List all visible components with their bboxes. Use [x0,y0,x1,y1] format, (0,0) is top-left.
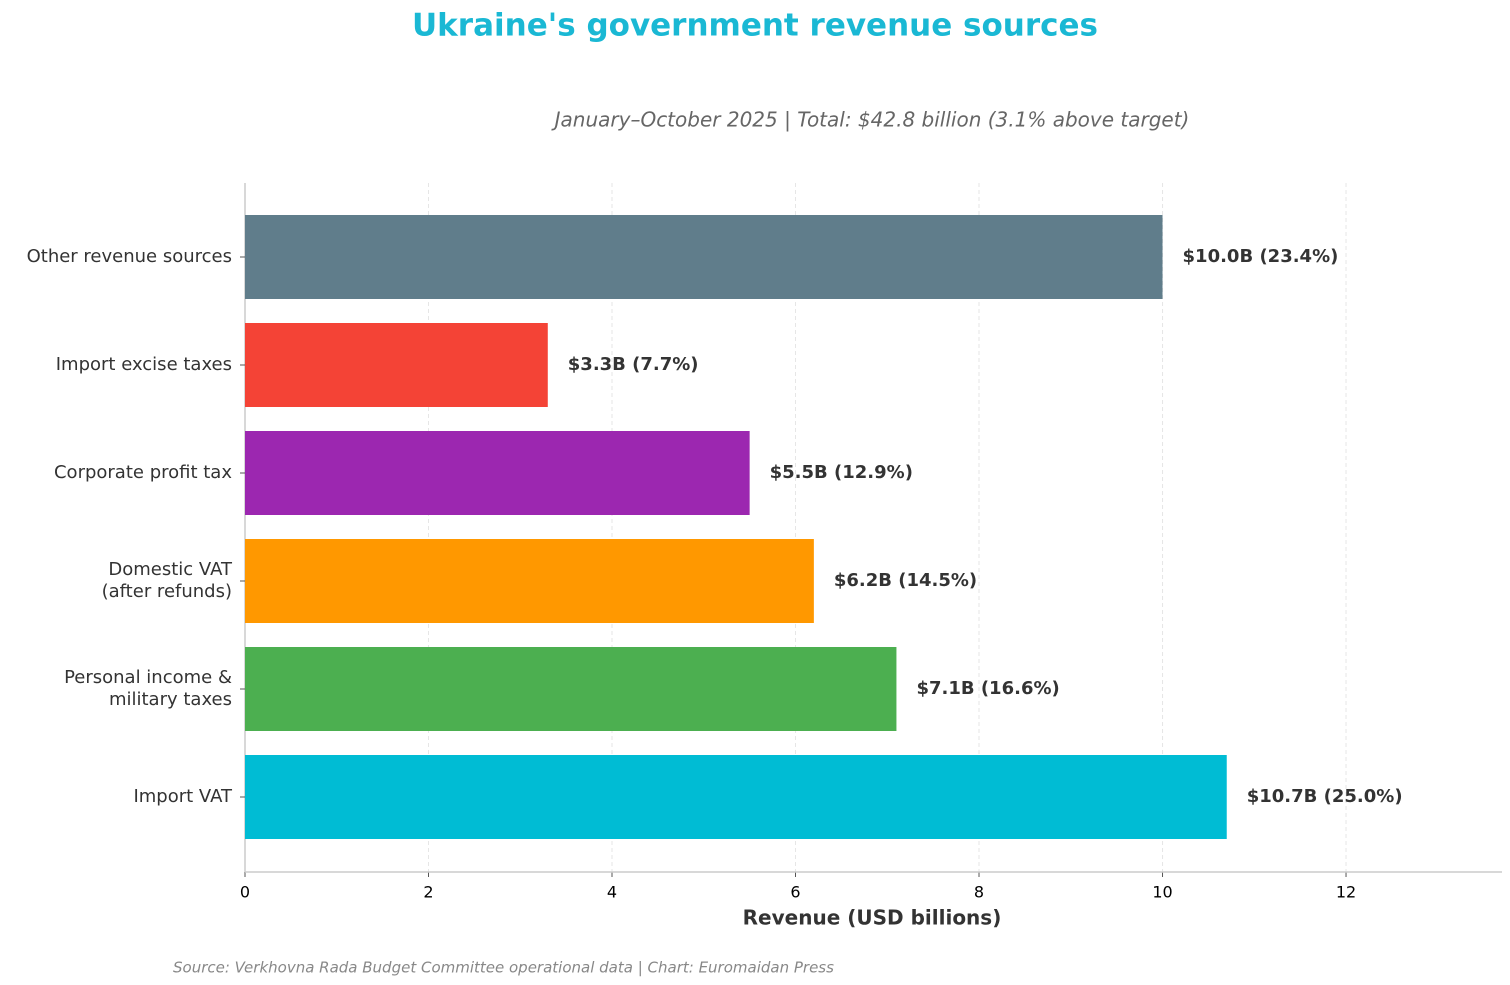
bar [245,647,897,731]
y-tick-label: Other revenue sources [27,246,232,267]
y-tick-label: Import excise taxes [56,354,232,375]
y-tick-label: Corporate profit tax [54,462,232,483]
bar [245,431,750,515]
bar [245,215,1163,299]
bar [245,755,1227,839]
y-tick-label: Import VAT [133,786,233,807]
x-tick-label: 8 [974,883,984,902]
source-note: Source: Verkhovna Rada Budget Committee … [173,959,834,977]
bar [245,539,814,623]
value-label: $10.0B (23.4%) [1183,246,1339,267]
y-tick-label: Personal income & military taxes [64,667,232,710]
y-tick-label: Domestic VAT (after refunds) [102,559,233,602]
chart-subtitle: January–October 2025 | Total: $42.8 bill… [551,108,1190,132]
x-tick-label: 0 [240,883,250,902]
x-tick-label: 2 [423,883,433,902]
value-label: $10.7B (25.0%) [1247,786,1403,807]
value-label: $5.5B (12.9%) [770,462,913,483]
x-tick-label: 4 [607,883,617,902]
x-tick-label: 10 [1152,883,1172,902]
value-label: $7.1B (16.6%) [916,678,1059,699]
bar [245,323,548,407]
value-label: $3.3B (7.7%) [568,354,699,375]
x-tick-label: 12 [1336,883,1356,902]
x-axis-label: Revenue (USD billions) [743,906,1002,930]
value-label: $6.2B (14.5%) [834,570,977,591]
x-tick-label: 6 [790,883,800,902]
chart-title: Ukraine's government revenue sources [412,8,1098,44]
